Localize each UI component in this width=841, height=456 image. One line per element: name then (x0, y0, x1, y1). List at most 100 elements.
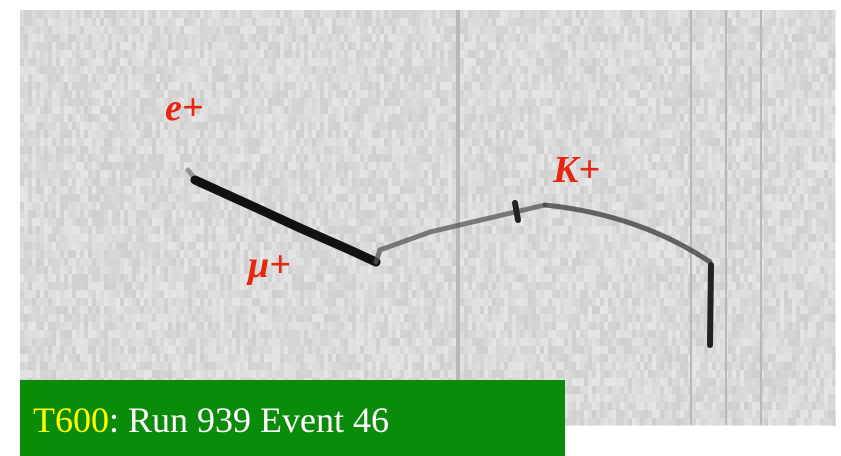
noise-cell (228, 138, 232, 146)
noise-cell (236, 354, 240, 362)
noise-cell (284, 90, 288, 98)
noise-cell (232, 178, 236, 186)
noise-cell (128, 210, 132, 218)
noise-cell (312, 154, 316, 162)
noise-cell (84, 234, 88, 242)
noise-cell (300, 346, 304, 354)
noise-cell (88, 162, 92, 170)
noise-cell (112, 138, 116, 146)
noise-cell (32, 10, 36, 18)
noise-cell (208, 346, 212, 354)
noise-cell (336, 322, 340, 330)
noise-cell (48, 306, 52, 314)
noise-cell (284, 330, 288, 338)
noise-cell (272, 314, 276, 322)
noise-cell (124, 282, 128, 290)
noise-cell (392, 146, 396, 154)
noise-cell (136, 338, 140, 346)
noise-cell (264, 146, 268, 154)
noise-cell (224, 34, 228, 42)
noise-cell (388, 178, 392, 186)
noise-cell (332, 178, 336, 186)
noise-cell (76, 138, 80, 146)
noise-cell (104, 370, 108, 378)
noise-cell (288, 114, 292, 122)
noise-cell (248, 42, 252, 50)
noise-cell (176, 242, 180, 250)
noise-cell (76, 370, 80, 378)
noise-cell (56, 298, 60, 306)
noise-cell (112, 194, 116, 202)
noise-cell (376, 154, 380, 162)
noise-cell (272, 234, 276, 242)
noise-cell (384, 130, 388, 138)
noise-cell (48, 154, 52, 162)
noise-cell (368, 282, 372, 290)
noise-cell (108, 362, 112, 370)
noise-cell (24, 322, 28, 330)
noise-cell (36, 170, 40, 178)
noise-cell (148, 10, 152, 18)
noise-cell (80, 178, 84, 186)
noise-cell (260, 74, 264, 82)
noise-cell (68, 58, 72, 66)
noise-cell (232, 138, 236, 146)
noise-cell (364, 354, 368, 362)
noise-cell (108, 306, 112, 314)
noise-cell (292, 82, 296, 90)
noise-cell (24, 314, 28, 322)
noise-cell (268, 354, 272, 362)
noise-cell (348, 50, 352, 58)
noise-cell (128, 226, 132, 234)
noise-cell (104, 98, 108, 106)
noise-cell (124, 258, 128, 266)
noise-cell (340, 130, 344, 138)
noise-cell (220, 306, 224, 314)
noise-cell (112, 178, 116, 186)
noise-cell (304, 178, 308, 186)
noise-cell (156, 26, 160, 34)
noise-cell (140, 370, 144, 378)
noise-cell (352, 58, 356, 66)
noise-cell (360, 18, 364, 26)
noise-cell (68, 122, 72, 130)
noise-cell (252, 314, 256, 322)
noise-cell (44, 354, 48, 362)
noise-cell (264, 186, 268, 194)
noise-cell (156, 306, 160, 314)
noise-cell (400, 322, 404, 330)
noise-cell (32, 122, 36, 130)
noise-cell (80, 242, 84, 250)
noise-cell (180, 10, 184, 18)
noise-cell (120, 266, 124, 274)
noise-cell (88, 186, 92, 194)
noise-cell (368, 370, 372, 378)
noise-cell (360, 202, 364, 210)
noise-cell (344, 290, 348, 298)
noise-cell (300, 10, 304, 18)
noise-cell (64, 354, 68, 362)
noise-cell (308, 362, 312, 370)
noise-cell (124, 10, 128, 18)
noise-cell (340, 74, 344, 82)
noise-cell (200, 34, 204, 42)
noise-cell (252, 346, 256, 354)
noise-cell (28, 26, 32, 34)
noise-cell (20, 162, 24, 170)
noise-cell (184, 250, 188, 258)
noise-cell (220, 290, 224, 298)
noise-cell (164, 186, 168, 194)
noise-cell (52, 362, 56, 370)
noise-cell (60, 26, 64, 34)
noise-cell (208, 370, 212, 378)
noise-cell (92, 354, 96, 362)
noise-cell (208, 354, 212, 362)
noise-cell (228, 90, 232, 98)
noise-cell (244, 114, 248, 122)
noise-cell (96, 74, 100, 82)
noise-cell (388, 282, 392, 290)
noise-cell (384, 146, 388, 154)
noise-cell (116, 298, 120, 306)
noise-cell (316, 210, 320, 218)
noise-cell (60, 242, 64, 250)
